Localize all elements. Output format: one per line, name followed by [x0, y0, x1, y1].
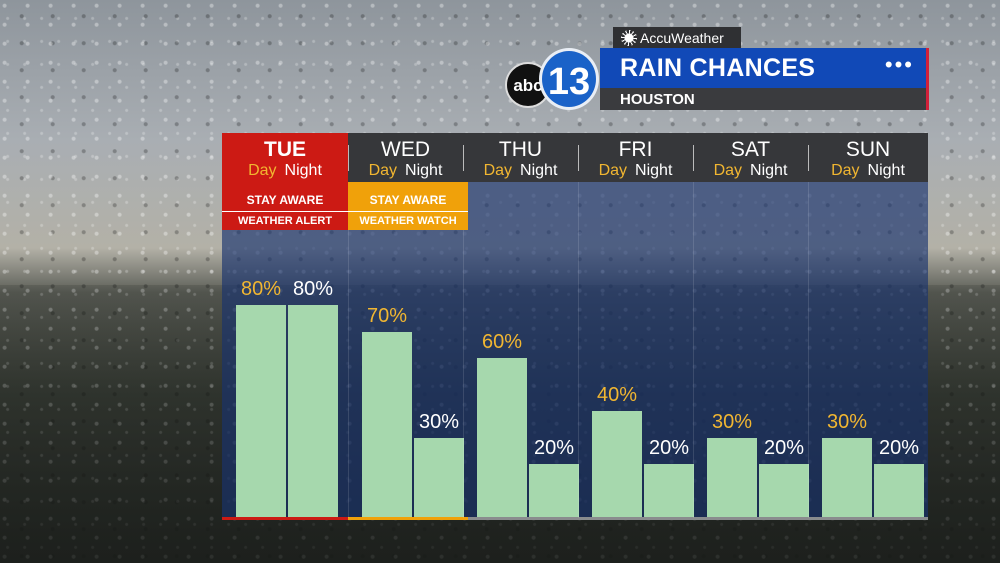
night-bar-thu: [529, 464, 579, 517]
plot-background: [222, 182, 928, 518]
day-bar-wed: [362, 331, 412, 517]
day-bar-fri: [592, 411, 642, 517]
title-bar: RAIN CHANCES •••: [600, 48, 929, 88]
alert-badge-wed: STAY AWARE WEATHER WATCH: [348, 182, 468, 230]
header-separator: [348, 145, 349, 171]
day-header-fri: FRI Day Night: [578, 133, 693, 182]
night-label: Night: [520, 162, 558, 179]
night-value-label-tue: 80%: [292, 278, 334, 300]
night-label: Night: [867, 162, 905, 179]
day-header-sun: SUN Day Night: [808, 133, 928, 182]
day-night-labels: Day Night: [693, 162, 808, 180]
day-night-labels: Day Night: [808, 162, 928, 180]
menu-dots-icon: •••: [884, 52, 914, 77]
alert-line1: STAY AWARE: [222, 182, 348, 211]
day-header-sat: SAT Day Night: [693, 133, 808, 182]
accuweather-badge: AccuWeather: [613, 27, 741, 49]
night-bar-fri: [644, 464, 694, 517]
night-bar-sun: [874, 464, 924, 517]
night-value-label-wed: 30%: [418, 410, 460, 433]
day-bar-tue: [236, 305, 286, 517]
alert-line2: WEATHER ALERT: [222, 211, 348, 230]
day-bar-thu: [477, 358, 527, 517]
location-bar: HOUSTON: [600, 88, 929, 110]
day-night-labels: Day Night: [348, 162, 463, 180]
accuweather-label: AccuWeather: [640, 30, 724, 46]
day-night-labels: Day Night: [578, 162, 693, 180]
location-label: HOUSTON: [620, 91, 695, 108]
night-label: Night: [405, 162, 443, 179]
day-value-label-fri: 40%: [596, 384, 638, 406]
channel-number: 13: [539, 48, 599, 110]
sun-icon: [621, 30, 637, 46]
column-separator: [578, 182, 579, 518]
column-separator: [693, 182, 694, 518]
night-value-label-sat: 20%: [763, 437, 805, 459]
day-label: Day: [831, 162, 860, 179]
day-header-tue: TUE Day Night: [222, 133, 348, 182]
day-label: Day: [713, 162, 743, 179]
alert-baseline-orange: [348, 517, 468, 520]
day-name: SAT: [730, 138, 771, 161]
day-label: Day: [483, 162, 513, 179]
day-value-label-thu: 60%: [481, 331, 523, 353]
night-label: Night: [284, 162, 322, 179]
day-name: FRI: [618, 138, 653, 161]
alert-line2: WEATHER WATCH: [348, 211, 468, 230]
night-bar-tue: [288, 305, 338, 517]
day-name: THU: [498, 138, 543, 161]
header-separator: [693, 145, 694, 171]
day-name: SUN: [845, 138, 891, 161]
day-night-labels: Day Night: [222, 162, 348, 180]
day-night-labels: Day Night: [463, 162, 578, 180]
day-name: WED: [381, 138, 430, 161]
day-label: Day: [598, 162, 628, 179]
night-bar-wed: [414, 437, 464, 517]
chart-title: RAIN CHANCES: [620, 54, 816, 82]
day-value-label-sat: 30%: [711, 410, 753, 433]
night-bar-sat: [759, 464, 809, 517]
day-value-label-sun: 30%: [826, 410, 868, 433]
day-label: Day: [248, 162, 277, 179]
day-name: TUE: [264, 138, 306, 161]
day-bar-sat: [707, 437, 757, 517]
header-separator: [578, 145, 579, 171]
alert-badge-tue: STAY AWARE WEATHER ALERT: [222, 182, 348, 230]
night-value-label-thu: 20%: [533, 437, 575, 459]
night-value-label-fri: 20%: [648, 437, 690, 459]
night-label: Night: [635, 162, 673, 179]
header-separator: [463, 145, 464, 171]
column-separator: [463, 182, 464, 518]
night-value-label-sun: 20%: [878, 437, 920, 459]
day-header-wed: WED Day Night: [348, 133, 463, 182]
day-value-label-wed: 70%: [366, 304, 408, 327]
baseline: [468, 517, 928, 520]
day-label: Day: [368, 162, 398, 179]
day-value-label-tue: 80%: [240, 278, 282, 300]
night-label: Night: [750, 162, 788, 179]
rain-chances-chart: TUE Day Night 80% 80% WED Day Night 70% 30% THU Day…: [222, 133, 928, 520]
abc13-logo: abc 13: [505, 48, 600, 110]
alert-line1: STAY AWARE: [348, 182, 468, 211]
column-separator: [808, 182, 809, 518]
header-separator: [808, 145, 809, 171]
day-header-thu: THU Day Night: [463, 133, 578, 182]
alert-baseline-red: [222, 517, 348, 520]
column-separator: [348, 182, 349, 518]
day-bar-sun: [822, 437, 872, 517]
